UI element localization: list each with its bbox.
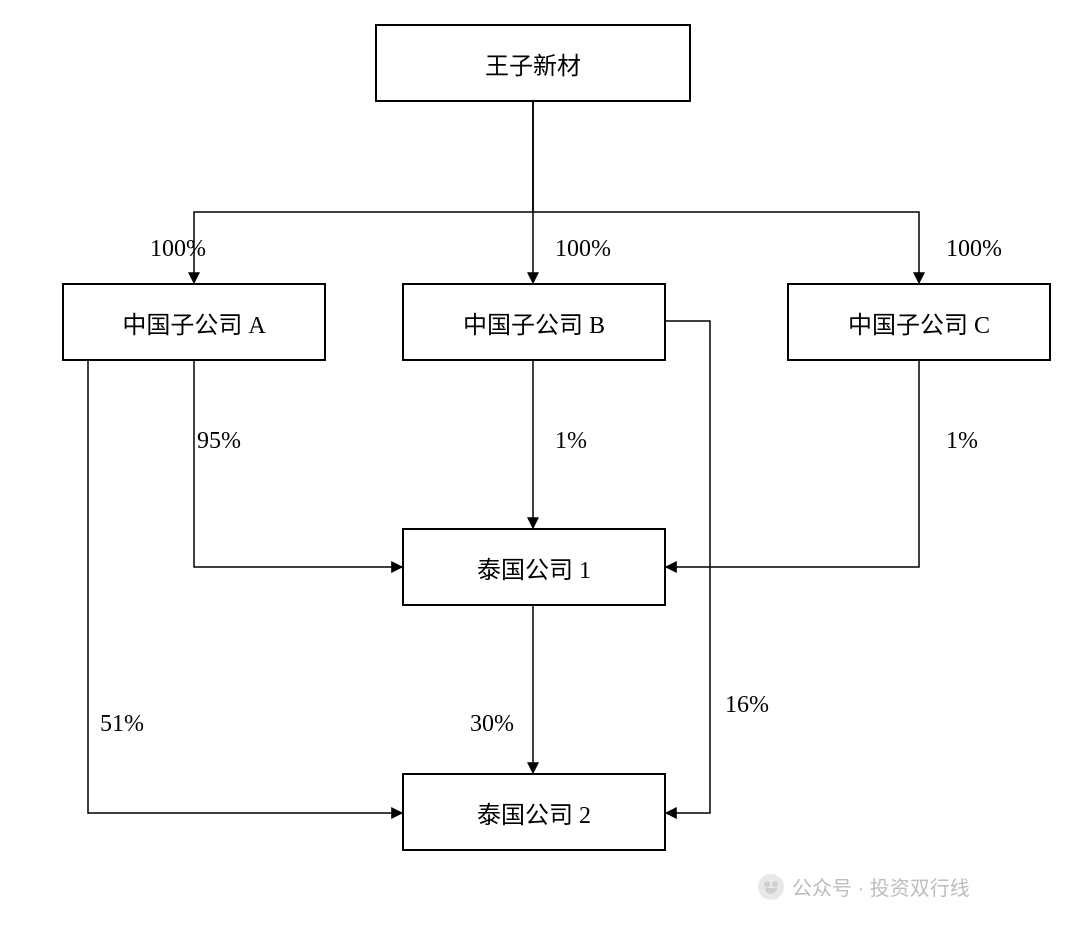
node-subA: 中国子公司 A — [62, 283, 326, 361]
watermark: 公众号 · 投资双行线 — [758, 872, 970, 901]
edge-label-subC-to-thai1: 1% — [946, 428, 978, 455]
node-parent: 王子新材 — [375, 24, 691, 102]
node-label: 王子新材 — [485, 46, 581, 81]
edge-label-parent-to-subA: 100% — [150, 236, 206, 263]
node-subC: 中国子公司 C — [787, 283, 1051, 361]
node-label: 泰国公司 2 — [477, 795, 591, 830]
node-subB: 中国子公司 B — [402, 283, 666, 361]
edge-subA-to-thai2 — [88, 361, 402, 813]
node-label: 泰国公司 1 — [477, 550, 591, 585]
edge-subA-to-thai1 — [194, 361, 402, 567]
node-label: 中国子公司 C — [848, 305, 990, 340]
edge-label-parent-to-subB: 100% — [555, 236, 611, 263]
node-thai1: 泰国公司 1 — [402, 528, 666, 606]
edge-label-subA-to-thai1: 95% — [197, 428, 241, 455]
edge-label-subB-to-thai1: 1% — [555, 428, 587, 455]
node-label: 中国子公司 B — [463, 305, 605, 340]
watermark-text: 公众号 · 投资双行线 — [792, 872, 970, 901]
wechat-icon — [758, 874, 784, 900]
edge-parent-to-subA — [194, 102, 533, 283]
node-thai2: 泰国公司 2 — [402, 773, 666, 851]
edge-label-subA-to-thai2: 51% — [100, 711, 144, 738]
edge-label-parent-to-subC: 100% — [946, 236, 1002, 263]
edge-subC-to-thai1 — [666, 361, 919, 567]
edge-label-thai1-to-thai2: 30% — [470, 711, 514, 738]
edge-label-subB-to-thai2: 16% — [725, 692, 769, 719]
node-label: 中国子公司 A — [122, 305, 265, 340]
edge-subB-to-thai2 — [666, 321, 710, 813]
